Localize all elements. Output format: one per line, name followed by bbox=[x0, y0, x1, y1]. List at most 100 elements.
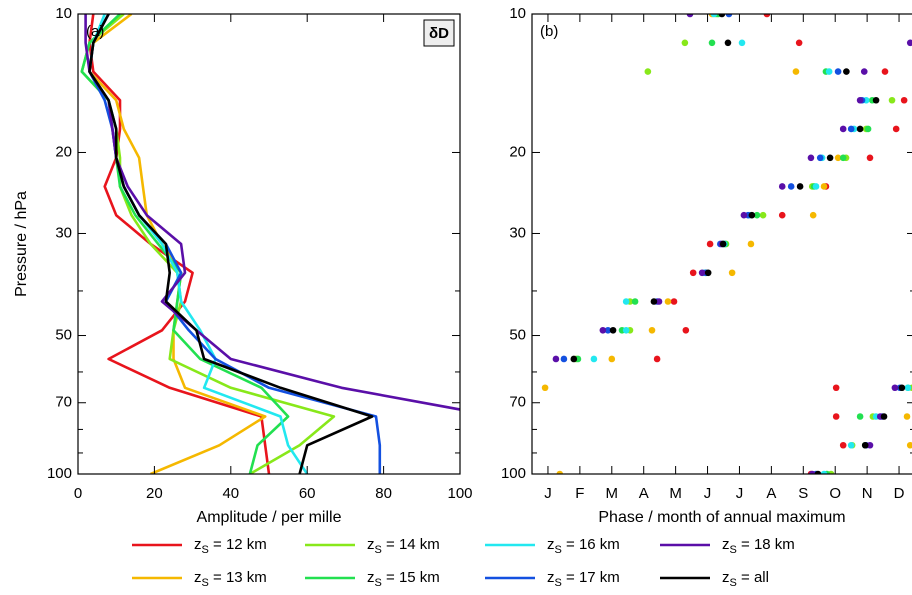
legend-label: zS = 12 km bbox=[194, 536, 267, 556]
phase-point bbox=[604, 326, 612, 334]
phase-point bbox=[740, 211, 748, 219]
phase-point bbox=[816, 154, 824, 162]
x-tick-label: 40 bbox=[222, 485, 239, 502]
x-tick-label: S bbox=[798, 485, 808, 502]
phase-point bbox=[590, 355, 598, 363]
x-tick-label: J bbox=[736, 485, 744, 502]
phase-point bbox=[864, 125, 872, 133]
y-tick-label: 100 bbox=[47, 465, 72, 482]
phase-point bbox=[655, 298, 663, 305]
y-tick-label: 70 bbox=[509, 394, 526, 411]
plot-area bbox=[541, 14, 912, 474]
phase-point bbox=[747, 240, 755, 248]
plot-frame bbox=[77, 13, 461, 475]
phase-point bbox=[832, 384, 840, 392]
phase-point bbox=[724, 39, 732, 47]
phase-point bbox=[718, 14, 726, 18]
phase-point bbox=[795, 39, 803, 47]
phase-point bbox=[689, 269, 697, 277]
y-tick-label: 100 bbox=[501, 465, 526, 482]
phase-point bbox=[787, 183, 795, 190]
phase-point bbox=[847, 125, 855, 133]
phase-point bbox=[796, 183, 804, 190]
x-tick-label: M bbox=[669, 485, 682, 502]
phase-point bbox=[903, 413, 911, 420]
legend-label: zS = 13 km bbox=[194, 569, 267, 589]
phase-point bbox=[825, 68, 833, 75]
phase-point bbox=[599, 326, 607, 334]
phase-point bbox=[832, 413, 840, 420]
y-tick-label: 70 bbox=[55, 394, 72, 411]
phase-point bbox=[570, 355, 578, 363]
phase-point bbox=[710, 14, 718, 18]
phase-point bbox=[839, 125, 847, 133]
y-axis-label: Pressure / hPa bbox=[13, 191, 30, 297]
legend-label: zS = all bbox=[722, 569, 769, 589]
phase-point bbox=[839, 441, 847, 449]
x-tick-label: 20 bbox=[146, 485, 163, 502]
phase-point bbox=[880, 413, 888, 420]
phase-point bbox=[834, 68, 842, 75]
x-tick-label: M bbox=[606, 485, 619, 502]
phase-point bbox=[608, 355, 616, 363]
phase-point bbox=[753, 211, 761, 219]
phase-point bbox=[560, 355, 568, 363]
x-tick-label: N bbox=[862, 485, 873, 502]
profile-line bbox=[80, 14, 290, 474]
phase-point bbox=[856, 96, 864, 104]
phase-point bbox=[808, 470, 816, 474]
x-tick-label: D bbox=[894, 485, 905, 502]
x-axis-label: Phase / month of annual maximum bbox=[598, 509, 845, 526]
phase-point bbox=[682, 326, 690, 334]
phase-point bbox=[860, 68, 868, 75]
x-tick-label: J bbox=[704, 485, 712, 502]
phase-point bbox=[814, 470, 822, 474]
phase-point bbox=[872, 96, 880, 104]
badge-box bbox=[423, 19, 455, 47]
phase-point bbox=[888, 96, 896, 104]
phase-point bbox=[759, 211, 767, 219]
phase-point bbox=[644, 68, 652, 75]
legend-label: zS = 14 km bbox=[367, 536, 440, 556]
legend-label: zS = 18 km bbox=[722, 536, 795, 556]
profile-line bbox=[80, 14, 336, 474]
phase-point bbox=[631, 298, 639, 305]
phase-point bbox=[725, 14, 733, 18]
phase-point bbox=[792, 68, 800, 75]
phase-point bbox=[906, 441, 912, 449]
y-tick-label: 10 bbox=[55, 5, 72, 22]
phase-point bbox=[866, 154, 874, 162]
phase-point bbox=[728, 269, 736, 277]
profile-line bbox=[88, 14, 374, 474]
x-tick-label: A bbox=[766, 485, 776, 502]
profile-line bbox=[88, 14, 309, 474]
phase-point bbox=[706, 240, 714, 248]
phase-point bbox=[826, 154, 834, 162]
phase-point bbox=[719, 240, 727, 248]
phase-point bbox=[622, 326, 630, 334]
panel-label: (a) bbox=[86, 23, 104, 40]
profile-line bbox=[84, 14, 460, 411]
x-tick-label: F bbox=[575, 485, 584, 502]
phase-point bbox=[552, 355, 560, 363]
y-tick-label: 50 bbox=[55, 326, 72, 343]
x-tick-label: 80 bbox=[375, 485, 392, 502]
phase-point bbox=[609, 326, 617, 334]
phase-point bbox=[856, 413, 864, 420]
y-tick-label: 30 bbox=[55, 224, 72, 241]
phase-point bbox=[653, 355, 661, 363]
plot-frame bbox=[531, 13, 912, 475]
phase-point bbox=[664, 298, 672, 305]
phase-point bbox=[738, 39, 746, 47]
x-tick-label: 100 bbox=[447, 485, 472, 502]
phase-point bbox=[556, 470, 564, 474]
phase-point bbox=[892, 125, 900, 133]
phase-point bbox=[904, 384, 912, 392]
x-axis-label: Amplitude / per mille bbox=[197, 509, 342, 526]
phase-point bbox=[670, 298, 678, 305]
x-tick-label: O bbox=[829, 485, 841, 502]
phase-point bbox=[847, 441, 855, 449]
phase-point bbox=[834, 154, 842, 162]
phase-point bbox=[861, 441, 869, 449]
badge: δD bbox=[429, 25, 449, 42]
